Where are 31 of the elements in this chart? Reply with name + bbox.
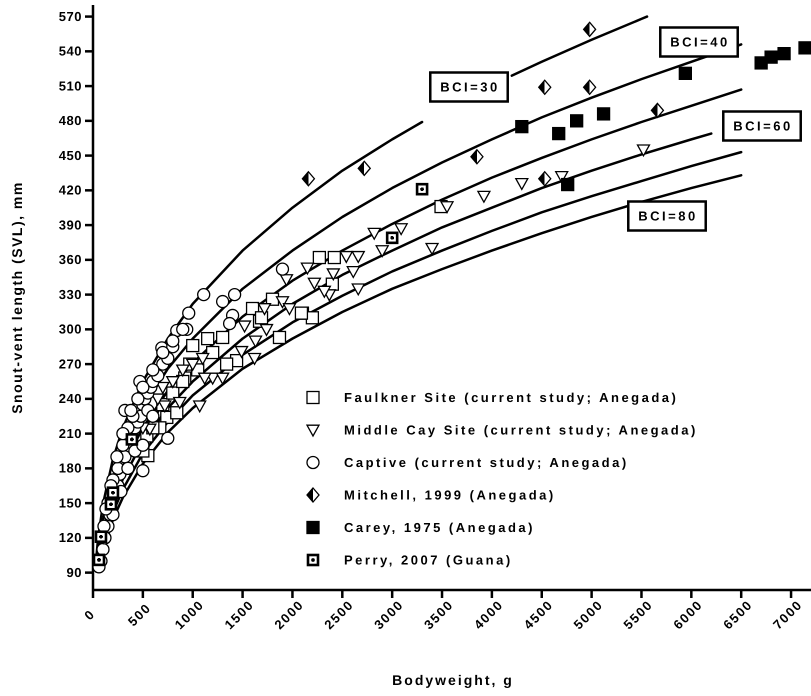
y-tick-label: 300 xyxy=(58,322,82,337)
y-tick-label: 420 xyxy=(58,182,82,198)
y-tick-label: 570 xyxy=(58,8,82,24)
x-axis-title: Bodyweight, g xyxy=(392,672,514,688)
legend-label: Middle Cay Site (current study; Anegada) xyxy=(344,422,698,438)
y-tick-label: 360 xyxy=(58,252,82,268)
y-tick-label: 450 xyxy=(58,148,82,163)
y-tick-label: 240 xyxy=(58,391,82,406)
legend-label: Faulkner Site (current study; Anegada) xyxy=(344,390,678,405)
y-tick-label: 120 xyxy=(58,530,82,546)
y-tick-label: 390 xyxy=(58,217,82,232)
x-tick-label: 500 xyxy=(124,600,154,630)
legend-label: Mitchell, 1999 (Anegada) xyxy=(344,488,556,502)
annotation: BCI=80 xyxy=(638,208,698,224)
legend-label: Captive (current study; Anegada) xyxy=(344,455,629,470)
y-axis-title: Snout-vent length (SVL), mm xyxy=(9,181,25,414)
legend-label: Perry, 2007 (Guana) xyxy=(344,552,513,568)
annotation: BCI=60 xyxy=(733,118,793,134)
y-tick-label: 210 xyxy=(58,426,82,441)
y-tick-label: 150 xyxy=(58,495,82,510)
y-tick-label: 180 xyxy=(58,460,82,476)
x-tick-label: 0 xyxy=(81,606,98,623)
y-tick-label: 480 xyxy=(58,113,82,128)
annotation: BCI=30 xyxy=(440,80,500,94)
y-tick-label: 330 xyxy=(58,286,82,302)
y-tick-label: 540 xyxy=(58,43,82,58)
annotation: BCI=40 xyxy=(670,34,730,50)
y-tick-label: 510 xyxy=(58,78,82,94)
y-tick-label: 270 xyxy=(58,356,82,372)
y-tick-label: 90 xyxy=(66,564,82,580)
legend-label: Carey, 1975 (Anegada) xyxy=(344,520,535,535)
